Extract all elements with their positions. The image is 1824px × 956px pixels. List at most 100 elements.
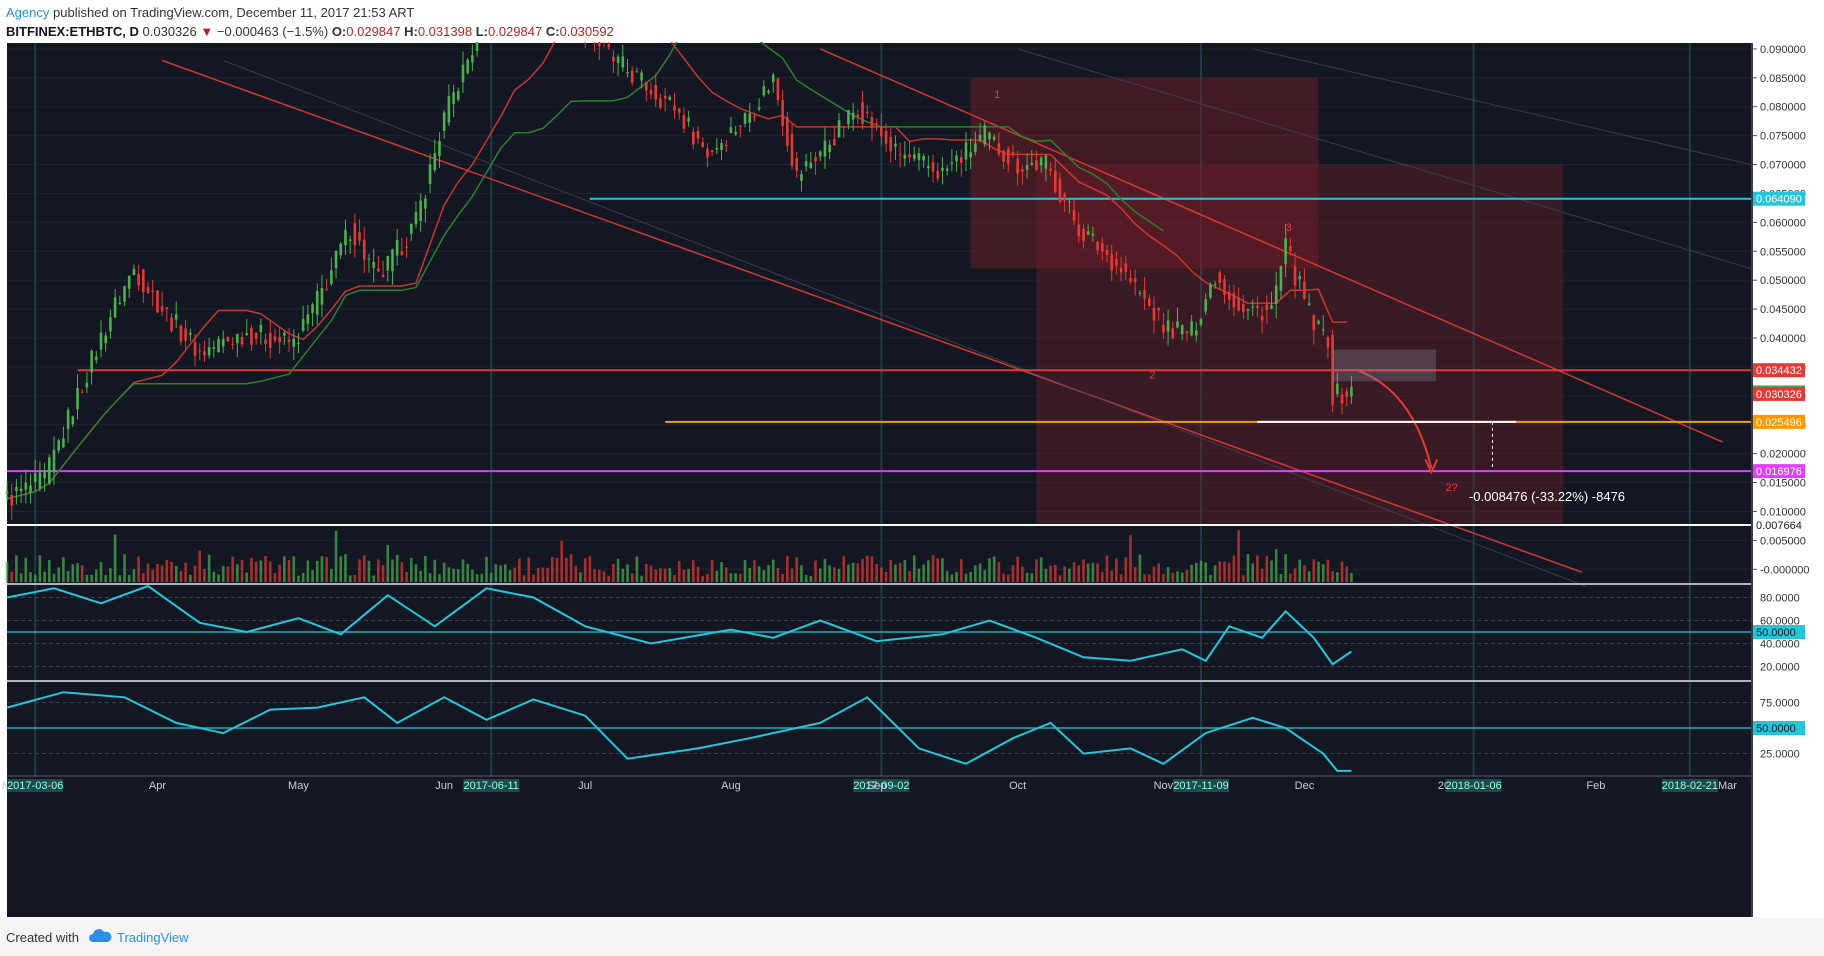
price-tick-label-16: 0.010000 — [1760, 506, 1806, 518]
volume-bar — [123, 554, 126, 582]
candle — [771, 74, 775, 83]
candle — [1105, 249, 1109, 256]
candle — [301, 318, 305, 331]
candle — [1068, 201, 1071, 203]
volume-bar — [1133, 566, 1137, 582]
candle — [626, 72, 629, 74]
candle — [287, 339, 291, 342]
candle — [414, 212, 418, 225]
candle — [142, 269, 145, 293]
volume-bar — [33, 574, 37, 582]
volume-bar — [692, 560, 695, 582]
candle — [1180, 325, 1184, 335]
candle — [456, 90, 460, 100]
volume-bar — [1105, 555, 1109, 582]
candle — [381, 275, 385, 277]
volume-bar — [475, 574, 479, 582]
volume-bar — [283, 556, 286, 582]
volume-bar — [955, 571, 958, 582]
volume-bar — [1284, 554, 1287, 582]
annotations[interactable]: 1 2 3 2? -0.008476 (-33.22%) -8476 — [994, 89, 1625, 504]
cloud-band-2 — [970, 77, 1319, 269]
volume-bar — [734, 573, 737, 582]
volume-bar — [1129, 535, 1132, 582]
volume-bar — [1086, 563, 1090, 582]
time-label-6: Jul — [578, 780, 592, 792]
volume-bar — [306, 560, 310, 582]
time-label-4: Jun — [435, 780, 453, 792]
volume-bar — [748, 567, 752, 582]
author-link[interactable]: Agency — [6, 5, 50, 20]
time-axis[interactable]: Mar 2017-03-06 Apr May Jun 2017-06-11 Jul Aug 20… — [2, 775, 1751, 792]
candle — [978, 134, 982, 141]
candle — [1336, 383, 1339, 395]
candle — [1326, 337, 1330, 348]
candle — [377, 268, 380, 272]
time-pill-bg-15 — [1445, 779, 1502, 792]
volume-bar — [1115, 558, 1118, 582]
volume-bar — [743, 559, 747, 582]
candle — [673, 105, 676, 111]
volume-bar — [5, 561, 9, 582]
close-label: C: — [545, 24, 560, 39]
volume-bar — [273, 572, 277, 582]
candle — [607, 44, 611, 48]
volume-bar — [52, 573, 56, 582]
volume-bar — [889, 559, 893, 582]
volume-bar — [438, 574, 441, 582]
volume-bar — [795, 557, 799, 582]
volume-bar — [499, 565, 502, 582]
trend-channel[interactable] — [161, 48, 1752, 588]
volume-bar — [865, 555, 869, 582]
volume-bar — [635, 556, 639, 582]
price-axis[interactable]: 0.090000 0.085000 0.080000 0.075000 0.070000… — [1751, 43, 1823, 917]
volume-bar — [781, 574, 784, 582]
close-value: 0.030592 — [559, 24, 614, 39]
volume-bar — [894, 564, 897, 582]
candle — [649, 90, 653, 95]
volume-bar — [1053, 565, 1057, 582]
candle — [433, 153, 437, 170]
volume-bar — [353, 574, 357, 582]
candles — [5, 42, 1353, 520]
volume-bar — [221, 566, 225, 582]
volume-bar — [1209, 574, 1212, 582]
volume-bar — [508, 570, 512, 582]
volume-bar — [330, 568, 333, 582]
volume-bar — [1147, 574, 1151, 582]
volume-bar — [1350, 573, 1353, 582]
volume-bar — [405, 571, 408, 582]
volume-bar — [207, 554, 211, 582]
price-tick-label-0: 0.090000 — [1760, 44, 1806, 56]
candle — [1340, 394, 1344, 404]
pane-1-tick-4: 20.0000 — [1760, 662, 1800, 674]
candle — [720, 143, 723, 150]
channel-line-3 — [1252, 48, 1752, 166]
candle — [1289, 246, 1292, 252]
tradingview-link[interactable]: TradingView — [117, 930, 189, 945]
horizontal-levels[interactable] — [7, 197, 1751, 526]
candle — [1152, 308, 1156, 321]
volume-bar — [1035, 559, 1038, 582]
volume-bar — [315, 560, 319, 582]
volume-bar — [189, 574, 192, 582]
candle — [833, 139, 836, 146]
candle — [884, 130, 888, 144]
candle — [160, 305, 164, 312]
candle — [776, 78, 780, 100]
volume-bar — [574, 565, 578, 582]
volume-bar — [616, 558, 620, 582]
volume-bar — [1213, 565, 1217, 582]
time-pill-bg-8 — [853, 779, 910, 792]
volume-bar — [433, 559, 437, 582]
volume-bar — [1246, 554, 1250, 582]
price-label-bg-0 — [1753, 191, 1805, 206]
volume-bar — [823, 558, 827, 582]
volume-bar — [546, 567, 549, 582]
candle — [1242, 303, 1245, 312]
candle — [85, 382, 89, 388]
candle — [682, 115, 686, 129]
volume-bar — [522, 575, 526, 582]
candle — [898, 154, 902, 156]
